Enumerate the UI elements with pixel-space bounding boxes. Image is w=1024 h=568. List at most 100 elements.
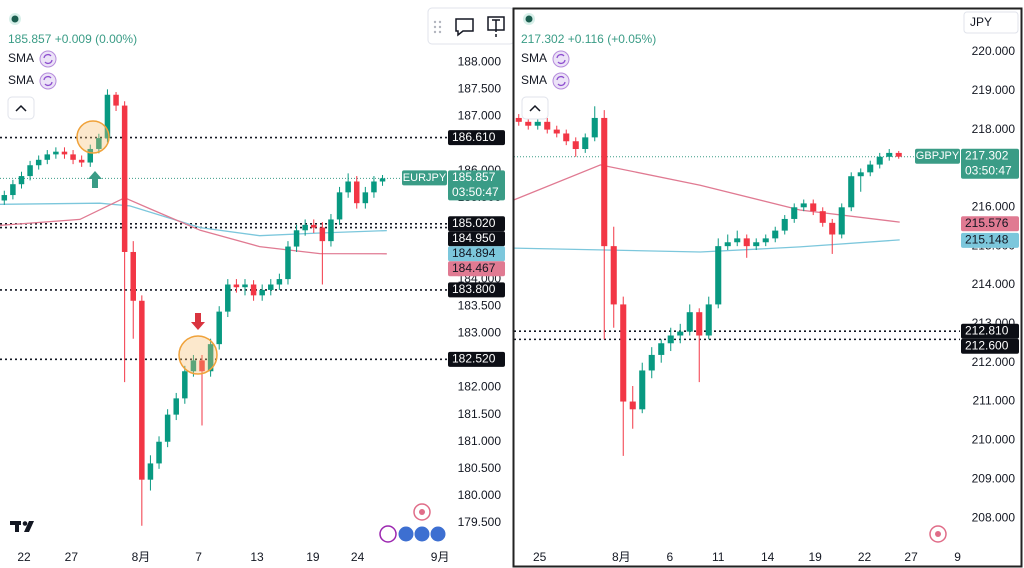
candle-body bbox=[601, 117, 608, 247]
candle-body bbox=[525, 121, 532, 126]
y-tick-label: 183.000 bbox=[458, 325, 502, 339]
up-arrow bbox=[88, 171, 102, 188]
candle-body bbox=[319, 227, 326, 242]
candle-body bbox=[724, 242, 731, 247]
candle-body bbox=[715, 246, 722, 305]
y-tick-label: 218.000 bbox=[972, 122, 1016, 136]
candle-body bbox=[207, 344, 214, 372]
x-tick-label: 25 bbox=[533, 550, 547, 564]
candle-body bbox=[791, 207, 798, 219]
candle-body bbox=[345, 181, 351, 193]
candle-body bbox=[10, 184, 16, 196]
candle-body bbox=[686, 312, 693, 332]
x-tick-label: 8月 bbox=[132, 550, 151, 564]
text-tool-icon bbox=[492, 19, 500, 37]
price-tag bbox=[448, 351, 505, 367]
candle-body bbox=[667, 335, 674, 344]
candle-body bbox=[895, 152, 902, 157]
candle-body bbox=[648, 354, 655, 371]
alert-dot bbox=[419, 509, 425, 515]
candle-body bbox=[353, 181, 360, 204]
candle-body bbox=[268, 284, 274, 290]
y-tick-label: 216.000 bbox=[972, 199, 1016, 213]
price-tag-label: 215.148 bbox=[965, 233, 1009, 247]
price-tag bbox=[448, 246, 505, 262]
y-tick-label: 187.500 bbox=[458, 81, 502, 95]
price-tag-label: 215.576 bbox=[965, 216, 1009, 230]
indicator-icon bbox=[552, 72, 570, 90]
symbol-tag bbox=[915, 148, 960, 164]
candle-body bbox=[250, 284, 257, 296]
price-tag-label: 212.810 bbox=[965, 323, 1009, 337]
candle-body bbox=[311, 224, 317, 228]
status-dot-core bbox=[525, 15, 533, 23]
y-tick-label: 219.000 bbox=[972, 83, 1016, 97]
candle-body bbox=[139, 300, 145, 480]
y-tick-label: 187.000 bbox=[458, 109, 502, 123]
price-tag bbox=[961, 148, 1019, 179]
x-tick-label: 9月 bbox=[431, 550, 450, 564]
price-tag bbox=[448, 130, 505, 146]
price-tag-label: 217.302 bbox=[965, 148, 1009, 162]
indicator-icon bbox=[39, 72, 57, 90]
sma-line bbox=[513, 164, 900, 223]
candle-body bbox=[173, 398, 179, 415]
candle-body bbox=[121, 105, 128, 252]
y-tick-label: 183.500 bbox=[458, 298, 502, 312]
indicator-label: SMA bbox=[521, 51, 547, 65]
currency-button[interactable] bbox=[963, 11, 1019, 34]
collapse-button[interactable] bbox=[7, 96, 35, 120]
price-tag-label: 184.894 bbox=[452, 246, 496, 260]
y-tick-label: 180.500 bbox=[458, 461, 502, 475]
candle-body bbox=[18, 176, 25, 185]
price-tag-label: 185.857 bbox=[452, 170, 496, 184]
price-tag-label: 212.600 bbox=[965, 338, 1009, 352]
candle-body bbox=[781, 218, 788, 231]
candle-body bbox=[293, 230, 300, 247]
candle-body bbox=[677, 331, 684, 336]
drag-handle bbox=[433, 20, 442, 34]
x-tick-label: 14 bbox=[761, 550, 775, 564]
event-icon[interactable] bbox=[413, 525, 431, 543]
candle-body bbox=[302, 224, 308, 231]
candle-body bbox=[743, 238, 750, 247]
candle-body bbox=[800, 203, 807, 208]
event-icon[interactable] bbox=[379, 525, 397, 543]
candle-body bbox=[328, 219, 334, 242]
candle-body bbox=[156, 441, 162, 464]
x-tick-label: 11 bbox=[712, 550, 725, 564]
indicator-icon-arrows bbox=[556, 53, 566, 65]
candle-body bbox=[857, 172, 864, 177]
price-tag bbox=[448, 216, 505, 232]
x-tick-label: 6 bbox=[666, 550, 673, 564]
y-tick-label: 220.000 bbox=[972, 44, 1016, 58]
price-tag bbox=[961, 338, 1019, 354]
comment-button[interactable] bbox=[455, 18, 474, 37]
collapse-button[interactable] bbox=[521, 96, 549, 120]
sma-line bbox=[513, 239, 900, 253]
x-tick-label: 24 bbox=[351, 550, 365, 564]
candle-body bbox=[582, 137, 589, 150]
x-tick-label: 27 bbox=[904, 550, 918, 564]
candle-body bbox=[867, 164, 874, 173]
candle-body bbox=[876, 156, 883, 165]
price-tag-label: 184.950 bbox=[452, 231, 496, 245]
y-tick-label: 182.000 bbox=[458, 380, 502, 394]
quote: 185.857 +0.009 (0.00%) bbox=[8, 32, 137, 46]
candle-body bbox=[810, 203, 817, 212]
candle-body bbox=[379, 178, 386, 182]
candle-body bbox=[705, 304, 712, 336]
candle-body bbox=[610, 246, 617, 305]
candle-body bbox=[199, 360, 205, 372]
event-icon[interactable] bbox=[397, 525, 415, 543]
quote: 217.302 +0.116 (+0.05%) bbox=[521, 32, 656, 46]
candle-body bbox=[96, 138, 102, 149]
candle-body bbox=[182, 371, 188, 399]
event-icon[interactable] bbox=[429, 525, 447, 543]
candle-body bbox=[829, 222, 836, 235]
chart-panel: 185.857 +0.009 (0.00%) SMA SMA 188.000 187.5… bbox=[0, 13, 505, 564]
candle-body bbox=[61, 151, 68, 155]
candle-body bbox=[620, 304, 627, 402]
